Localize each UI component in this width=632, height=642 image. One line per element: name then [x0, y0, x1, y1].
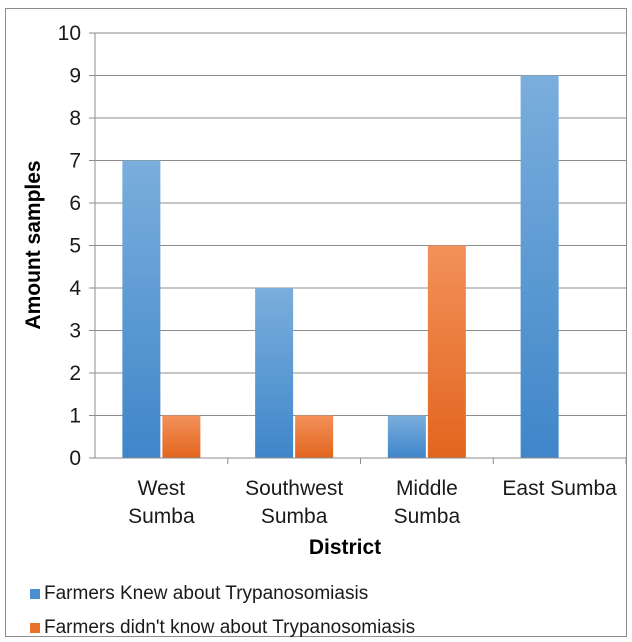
x-tick-label-2-line1: Southwest	[245, 477, 343, 500]
y-tick-label-3: 3	[69, 320, 81, 343]
x-tick-label-3-line2: Sumba	[394, 505, 461, 528]
axes: 0 1 2 3 4 5 6 7 8 9 10 West Sumba Southwest Sumba Middl…	[58, 22, 627, 528]
legend-item-didnt-know: Farmers didn't know about Trypanosomiasi…	[30, 617, 415, 639]
y-tick-label-2: 2	[69, 362, 81, 385]
y-tick-label-8: 8	[69, 107, 81, 130]
x-axis-title: District	[309, 536, 381, 559]
bar-series1-cat2	[255, 288, 294, 458]
bar-series1-cat1	[122, 160, 161, 458]
bar-series1-cat3	[387, 415, 426, 458]
y-tick-label-7: 7	[69, 150, 81, 173]
y-tick-label-4: 4	[69, 277, 81, 300]
x-tick-label-3-line1: Middle	[396, 477, 458, 500]
y-tick-label-1: 1	[69, 405, 81, 428]
legend-label-didnt-know: Farmers didn't know about Trypanosomiasi…	[44, 617, 416, 638]
legend-item-knew: Farmers Knew about Trypanosomiasis	[30, 583, 368, 605]
y-axis-title: Amount samples	[22, 160, 45, 329]
legend-label-knew: Farmers Knew about Trypanosomiasis	[44, 583, 369, 604]
bar-series2-cat2	[295, 415, 334, 458]
x-tick-label-1-line2: Sumba	[128, 505, 195, 528]
y-tick-label-10: 10	[58, 22, 81, 45]
y-tick-label-5: 5	[69, 235, 81, 258]
bar-series2-cat3	[427, 245, 466, 458]
bar-series2-cat1	[162, 415, 201, 458]
y-tick-label-0: 0	[69, 447, 81, 470]
x-tick-label-1-line1: West	[138, 477, 186, 500]
x-tick-label-2-line2: Sumba	[261, 505, 328, 528]
x-tick-label-4-line1: East Sumba	[502, 477, 617, 500]
legend-swatch-blue	[30, 589, 40, 599]
legend-swatch-orange	[30, 623, 40, 633]
y-tick-label-6: 6	[69, 192, 81, 215]
y-tick-label-9: 9	[69, 65, 81, 88]
bar-series1-cat4	[520, 75, 559, 458]
bars	[122, 75, 559, 458]
